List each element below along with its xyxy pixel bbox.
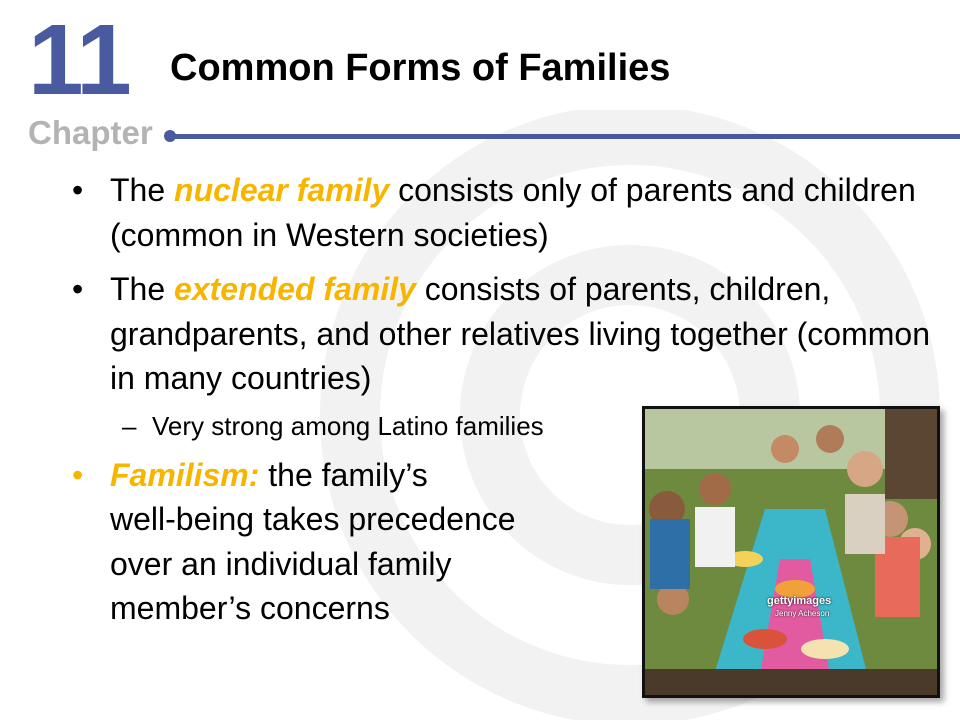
- title-rule: [170, 134, 960, 139]
- term-familism: Familism:: [110, 456, 260, 493]
- term-nuclear-family: nuclear family: [174, 172, 390, 208]
- term-extended-family: extended family: [174, 271, 416, 307]
- bullet-extended-family: • The extended family consists of parent…: [72, 267, 932, 401]
- sub-bullet-text: Very strong among Latino families: [152, 410, 544, 441]
- bullet-nuclear-family: • The nuclear family consists only of pa…: [72, 168, 932, 257]
- slide-title: Common Forms of Families: [170, 47, 671, 89]
- family-picnic-photo: gettyimages Jenny Acheson: [642, 406, 940, 698]
- photo-credit: Jenny Acheson: [775, 609, 830, 618]
- bullet-text: The: [110, 271, 175, 307]
- bullet-mark: •: [72, 271, 84, 307]
- bullet-list: • The nuclear family consists only of pa…: [72, 168, 932, 641]
- bullet-familism: • Familism: the family’s well-being take…: [72, 453, 630, 631]
- photo-illustration: [645, 409, 937, 695]
- bullet-text: member’s concerns: [110, 590, 390, 626]
- bullet-text: well-being takes precedence: [110, 501, 516, 537]
- bullet-text: The: [110, 172, 175, 208]
- bullet-mark: •: [72, 172, 84, 208]
- bullet-text: the family’s: [259, 456, 428, 493]
- photo-watermark: gettyimages: [767, 595, 832, 607]
- dash-mark: –: [122, 410, 137, 441]
- bullet-text: consists only of parents and children (c…: [110, 172, 916, 253]
- chapter-number: 11: [28, 4, 132, 116]
- bullet-text: over an individual family: [110, 545, 452, 582]
- chapter-label: Chapter: [28, 114, 153, 151]
- bullet-mark: •: [72, 456, 84, 493]
- bullet-text: consists of parents, children, grandpare…: [110, 271, 930, 396]
- sub-bullet-latino: – Very strong among Latino families: [72, 409, 932, 443]
